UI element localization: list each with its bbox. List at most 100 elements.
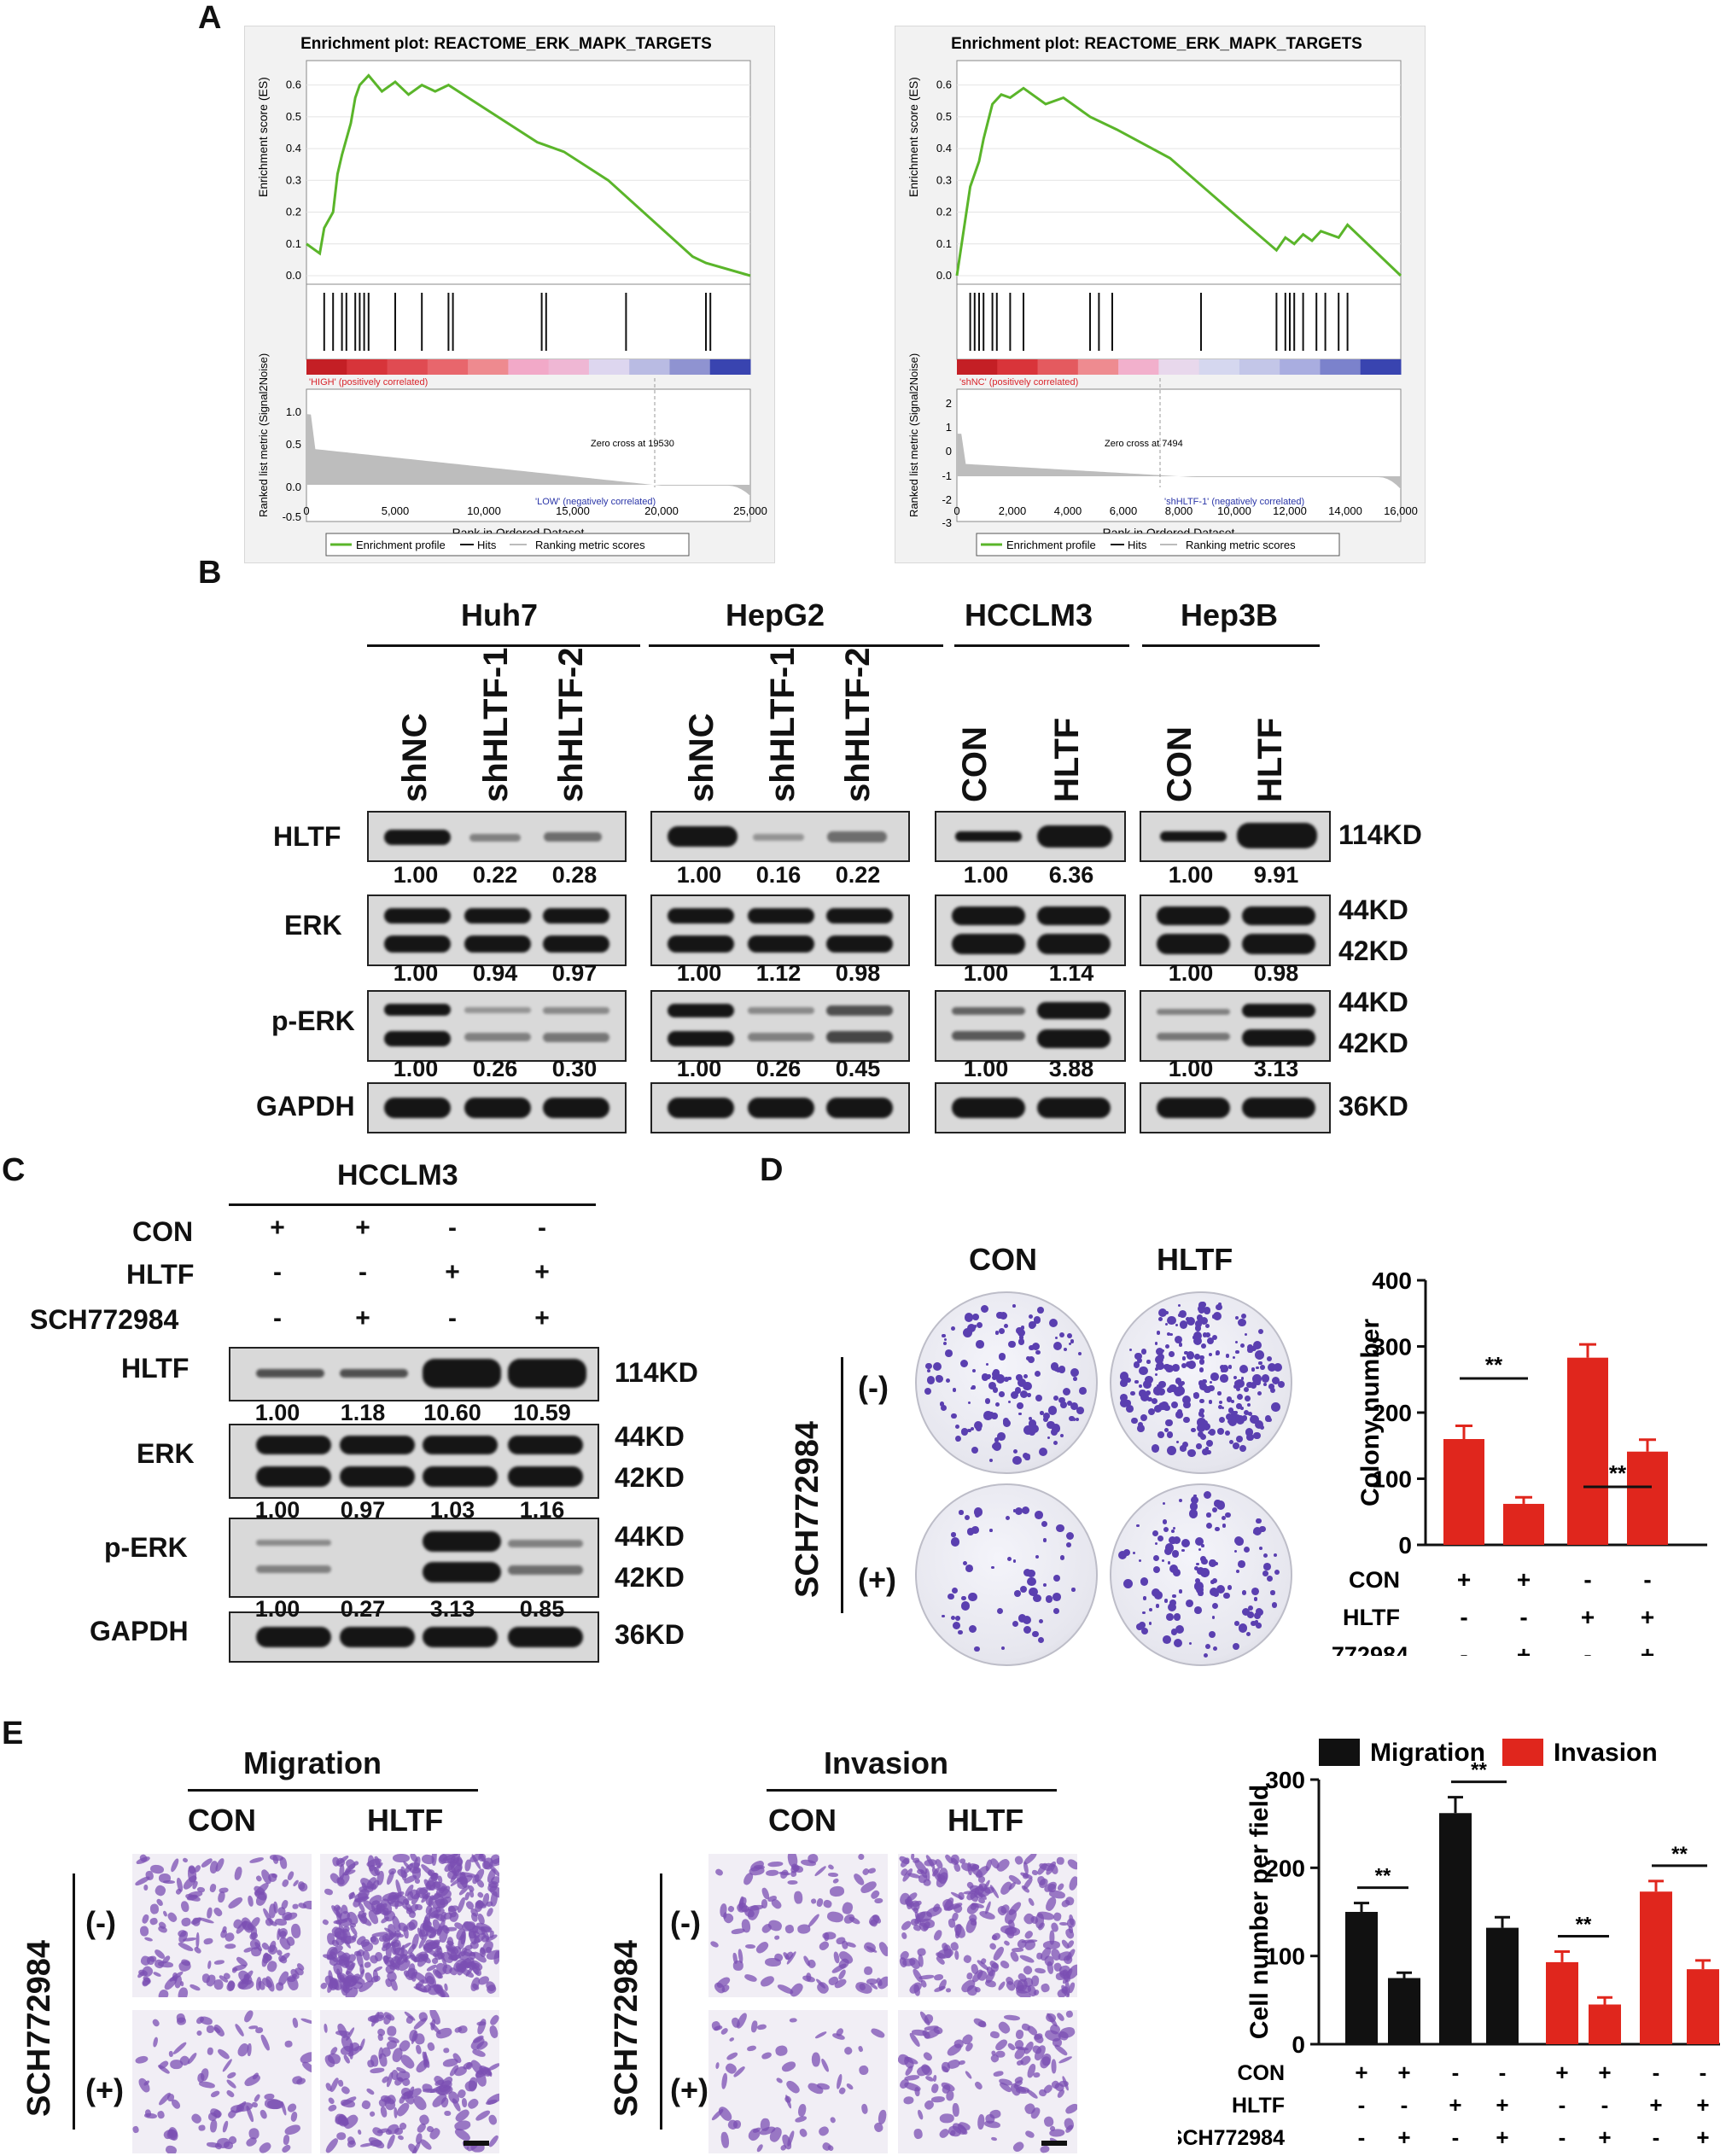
colony bbox=[1219, 1416, 1226, 1423]
colony bbox=[1076, 1407, 1084, 1415]
colony bbox=[1154, 1342, 1158, 1345]
colony bbox=[1258, 1525, 1266, 1533]
colony bbox=[1023, 1568, 1031, 1576]
row-d-minus: (-) bbox=[858, 1370, 889, 1405]
colony bbox=[1035, 1511, 1043, 1519]
colony bbox=[1020, 1325, 1025, 1330]
cell bbox=[720, 2072, 728, 2090]
colony bbox=[1165, 1419, 1173, 1427]
colony bbox=[1142, 1611, 1146, 1614]
colony-dish-hltf-plus bbox=[1110, 1483, 1292, 1666]
cell bbox=[766, 1869, 779, 1877]
colony bbox=[1070, 1371, 1077, 1378]
colony bbox=[1042, 1412, 1050, 1419]
colony bbox=[1058, 1366, 1066, 1373]
kd-b-erk-42: 42KD bbox=[1338, 935, 1408, 966]
gsea-right-legend-2: Ranking metric scores bbox=[1186, 539, 1296, 551]
colony bbox=[1200, 1343, 1206, 1349]
colony bbox=[1138, 1559, 1142, 1562]
colony bbox=[1011, 1390, 1019, 1400]
colony bbox=[1183, 1401, 1191, 1409]
gsea-left-es-line bbox=[306, 73, 751, 277]
cell bbox=[225, 2078, 238, 2090]
cell bbox=[939, 2112, 954, 2124]
quant-value: 1.00 bbox=[676, 1056, 722, 1081]
colony bbox=[948, 1593, 954, 1600]
quant-value: 1.18 bbox=[340, 1400, 386, 1425]
colony bbox=[1140, 1577, 1149, 1586]
cell bbox=[714, 2062, 720, 2071]
cell bbox=[1008, 1949, 1021, 1963]
colony bbox=[1205, 1332, 1210, 1338]
colony bbox=[1219, 1400, 1223, 1405]
colony bbox=[1018, 1329, 1026, 1337]
colony bbox=[1023, 1373, 1029, 1378]
colony bbox=[1251, 1587, 1260, 1595]
cell bbox=[913, 2127, 924, 2140]
colony bbox=[968, 1592, 977, 1602]
colony bbox=[955, 1437, 959, 1442]
cell bbox=[743, 1972, 759, 1984]
condition-sign: + bbox=[1649, 2092, 1662, 2118]
panel-label-d: D bbox=[760, 1152, 784, 1188]
cell bbox=[323, 1887, 334, 1897]
cell bbox=[744, 1943, 755, 1949]
metric-tick: -1 bbox=[942, 469, 952, 482]
colony bbox=[971, 1368, 977, 1373]
bar bbox=[1388, 1978, 1420, 2044]
colony bbox=[1148, 1622, 1152, 1626]
bar bbox=[1443, 1439, 1484, 1545]
colony bbox=[1043, 1538, 1047, 1542]
cell bbox=[487, 2113, 499, 2127]
colony bbox=[1228, 1439, 1233, 1445]
colony bbox=[1139, 1390, 1146, 1397]
condition-sign: - bbox=[1583, 1641, 1591, 1656]
quant-value: 0.97 bbox=[551, 960, 598, 986]
blot-b-hltf-hepg2 bbox=[650, 811, 910, 862]
x-tick: 5,000 bbox=[382, 504, 410, 517]
blot-b-erk-hepg2 bbox=[650, 894, 910, 966]
colony bbox=[1158, 1381, 1166, 1389]
colony bbox=[1004, 1376, 1010, 1382]
colony bbox=[1073, 1377, 1077, 1381]
cell bbox=[764, 1957, 781, 1967]
colony bbox=[1254, 1620, 1258, 1624]
cell bbox=[392, 1854, 410, 1863]
cell bbox=[950, 1912, 959, 1922]
gsea-plot-left: Enrichment plot: REACTOME_ERK_MAPK_TARGE… bbox=[244, 26, 775, 563]
colony bbox=[1274, 1365, 1279, 1370]
cell bbox=[983, 1858, 993, 1872]
colony bbox=[941, 1405, 948, 1412]
colony bbox=[1154, 1366, 1158, 1372]
group-huh7: Huh7 bbox=[461, 597, 538, 632]
colony bbox=[1151, 1444, 1160, 1453]
colony bbox=[1163, 1404, 1171, 1412]
cell bbox=[826, 1910, 845, 1924]
colony bbox=[988, 1381, 996, 1390]
colony bbox=[981, 1373, 989, 1381]
row-e-mig-plus: (+) bbox=[85, 2072, 124, 2107]
quant-value: 0.98 bbox=[835, 960, 881, 986]
colony bbox=[1237, 1541, 1242, 1546]
colony bbox=[1122, 1579, 1133, 1589]
colony bbox=[1169, 1332, 1173, 1337]
heatmap-cell bbox=[387, 359, 429, 375]
gsea-right-es-label: Enrichment score (ES) bbox=[907, 77, 920, 197]
colony bbox=[1236, 1403, 1242, 1409]
colony bbox=[1164, 1344, 1170, 1349]
gsea-right-svg: Enrichment plot: REACTOME_ERK_MAPK_TARGE… bbox=[895, 26, 1425, 562]
colony bbox=[962, 1328, 972, 1338]
condition-sign: + bbox=[534, 1258, 550, 1286]
colony bbox=[1043, 1583, 1047, 1587]
cell bbox=[469, 1951, 476, 1956]
colony bbox=[1198, 1382, 1208, 1391]
cell bbox=[958, 2059, 966, 2066]
condition-sign: - bbox=[1601, 2092, 1609, 2118]
cell bbox=[1003, 2014, 1020, 2022]
col-d-hltf: HLTF bbox=[1157, 1242, 1233, 1277]
colony bbox=[1198, 1547, 1202, 1551]
heatmap-cell bbox=[306, 359, 347, 375]
x-tick: 10,000 bbox=[467, 504, 501, 517]
colony bbox=[1222, 1524, 1227, 1528]
colony bbox=[1157, 1431, 1164, 1438]
